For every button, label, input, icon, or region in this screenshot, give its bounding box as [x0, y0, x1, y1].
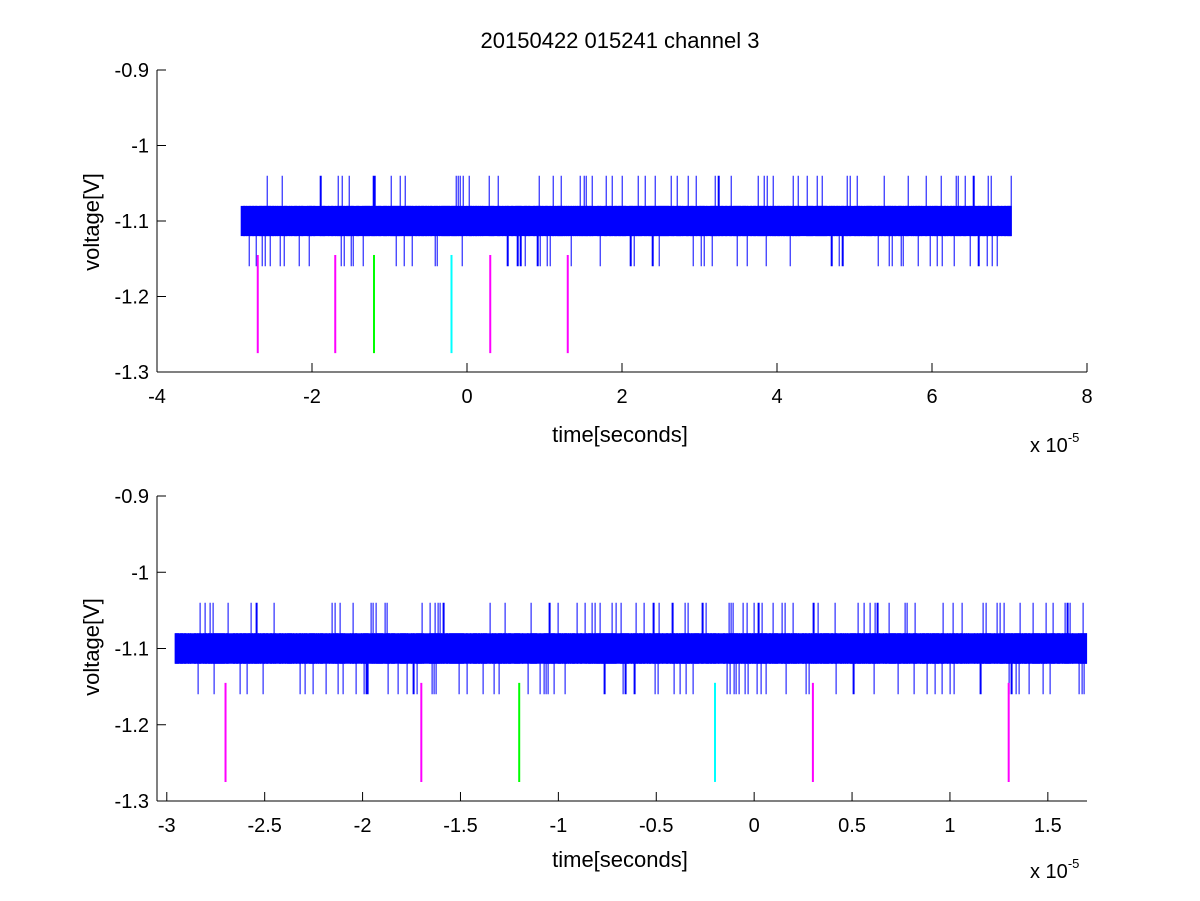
top-y-tick-label: -1 — [131, 136, 149, 158]
bottom-x-tick-label: 1 — [944, 815, 955, 837]
bottom-y-tick-label: -1.3 — [115, 791, 149, 813]
bottom-x-tick-label: 0.5 — [838, 815, 866, 837]
top-signal-trace — [240, 175, 1012, 267]
top-x-tick-label: -2 — [303, 386, 321, 408]
top-x-scale-base: x 10 — [1030, 435, 1068, 457]
bottom-x-tick-label: -0.5 — [639, 815, 673, 837]
bottom-x-tick-label: -2 — [354, 815, 372, 837]
top-y-tick-label: -1.1 — [115, 211, 149, 233]
bottom-event-markers — [224, 682, 1010, 782]
top-x-scale-multiplier: x 10-5 — [1030, 430, 1079, 457]
bottom-signal-trace — [174, 602, 1088, 695]
top-x-tick-label: 2 — [616, 386, 627, 408]
bottom-y-tick-label: -0.9 — [115, 486, 149, 508]
bottom-x-scale-base: x 10 — [1030, 861, 1068, 883]
bottom-x-tick-label: -1.5 — [443, 815, 477, 837]
top-axes: -4 -2 0 2 4 6 8 -0.9 -1 -1.1 -1.2 -1.3 — [115, 60, 1093, 408]
bottom-x-scale-exponent: -5 — [1068, 856, 1080, 871]
bottom-y-tick-label: -1.1 — [115, 639, 149, 661]
bottom-x-tick-label: -3 — [158, 815, 176, 837]
bottom-x-axis-label: time[seconds] — [552, 847, 688, 872]
bottom-y-axis-label: voltage[V] — [79, 598, 104, 696]
top-y-tick-label: -0.9 — [115, 60, 149, 82]
top-y-tick-label: -1.3 — [115, 362, 149, 384]
bottom-x-tick-label: -1 — [549, 815, 567, 837]
bottom-y-tick-label: -1 — [131, 562, 149, 584]
top-x-tick-label: 8 — [1081, 386, 1092, 408]
top-x-tick-label: 0 — [461, 386, 472, 408]
top-signal-spikes — [243, 175, 1012, 267]
bottom-x-scale-multiplier: x 10-5 — [1030, 856, 1079, 883]
bottom-plot: -3 -2.5 -2 -1.5 -1 -0.5 0 0.5 1 1.5 -0.9 -1 -1.1 -1.2… — [79, 486, 1088, 883]
top-x-tick-label: -4 — [148, 386, 166, 408]
top-x-scale-exponent: -5 — [1068, 430, 1080, 445]
top-plot: -4 -2 0 2 4 6 8 -0.9 -1 -1.1 -1.2 -1.3 time[seconds… — [79, 60, 1093, 457]
top-y-tick-label: -1.2 — [115, 287, 149, 309]
bottom-signal-spikes — [175, 602, 1088, 695]
bottom-y-tick-label: -1.2 — [115, 715, 149, 737]
top-y-axis-label: voltage[V] — [79, 173, 104, 271]
top-x-tick-label: 6 — [926, 386, 937, 408]
top-x-axis-label: time[seconds] — [552, 422, 688, 447]
bottom-x-tick-label: 0 — [749, 815, 760, 837]
bottom-x-tick-label: -2.5 — [247, 815, 281, 837]
bottom-x-tick-label: 1.5 — [1034, 815, 1062, 837]
bottom-axes: -3 -2.5 -2 -1.5 -1 -0.5 0 0.5 1 1.5 -0.9 -1 -1.1 -1.2… — [115, 486, 1087, 837]
top-x-tick-label: 4 — [771, 386, 782, 408]
figure-title: 20150422 015241 channel 3 — [481, 28, 760, 53]
top-event-markers — [256, 254, 569, 354]
